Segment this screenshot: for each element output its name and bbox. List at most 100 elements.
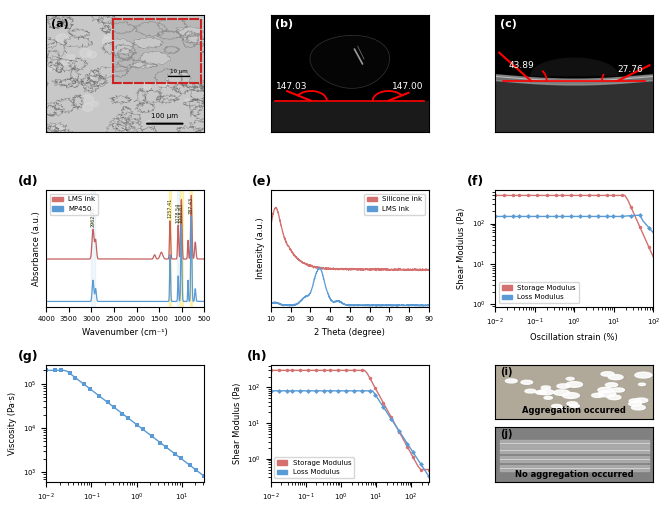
Text: 100 μm: 100 μm	[151, 113, 178, 119]
Text: Aggregation occurred: Aggregation occurred	[523, 406, 626, 415]
Circle shape	[599, 391, 616, 397]
Text: (c): (c)	[500, 19, 517, 29]
Y-axis label: Absorbance (a.u.): Absorbance (a.u.)	[32, 211, 41, 286]
Circle shape	[104, 33, 112, 39]
Circle shape	[566, 377, 574, 380]
Circle shape	[609, 375, 624, 380]
Circle shape	[567, 402, 578, 406]
Circle shape	[521, 380, 533, 384]
Circle shape	[102, 38, 112, 45]
Text: 1078.54: 1078.54	[176, 202, 181, 223]
Legend: Storage Modulus, Loss Modulus: Storage Modulus, Loss Modulus	[274, 457, 354, 478]
Circle shape	[636, 399, 649, 403]
Circle shape	[598, 391, 616, 397]
Circle shape	[544, 396, 552, 400]
Circle shape	[640, 383, 646, 386]
Text: (a): (a)	[51, 19, 69, 29]
Circle shape	[568, 402, 578, 406]
Circle shape	[629, 402, 642, 406]
Circle shape	[566, 382, 583, 387]
Text: 147.00: 147.00	[391, 82, 423, 91]
Circle shape	[88, 51, 96, 58]
Circle shape	[601, 372, 614, 376]
Text: 43.89: 43.89	[508, 61, 534, 69]
Circle shape	[180, 20, 185, 24]
Circle shape	[609, 395, 622, 400]
Polygon shape	[531, 58, 618, 76]
Bar	[271, 101, 429, 132]
Circle shape	[157, 34, 164, 40]
Circle shape	[552, 405, 562, 408]
Circle shape	[635, 398, 648, 403]
Text: 27.76: 27.76	[618, 65, 643, 74]
Bar	[180, 190, 183, 307]
Circle shape	[56, 34, 68, 43]
Circle shape	[185, 99, 189, 101]
Circle shape	[613, 388, 625, 392]
Circle shape	[53, 125, 63, 132]
Circle shape	[558, 407, 566, 410]
Text: (e): (e)	[251, 175, 272, 188]
Circle shape	[525, 389, 536, 393]
Circle shape	[82, 95, 93, 103]
Circle shape	[180, 60, 191, 67]
Circle shape	[557, 384, 570, 388]
Circle shape	[570, 404, 579, 408]
Circle shape	[607, 395, 621, 400]
Circle shape	[638, 383, 645, 385]
Circle shape	[82, 103, 93, 112]
Circle shape	[506, 379, 518, 383]
Circle shape	[630, 399, 642, 403]
Circle shape	[598, 387, 613, 392]
Circle shape	[554, 390, 570, 395]
Circle shape	[558, 384, 571, 388]
Text: 787.43: 787.43	[189, 197, 194, 214]
X-axis label: 2 Theta (degree): 2 Theta (degree)	[314, 328, 385, 337]
X-axis label: Wavenumber (cm⁻¹): Wavenumber (cm⁻¹)	[82, 328, 168, 337]
Circle shape	[562, 392, 579, 399]
Circle shape	[630, 402, 642, 406]
Circle shape	[544, 396, 553, 400]
Legend: Silicone ink, LMS ink: Silicone ink, LMS ink	[364, 194, 426, 214]
Circle shape	[122, 127, 125, 130]
Polygon shape	[310, 35, 389, 88]
Circle shape	[541, 386, 550, 389]
Circle shape	[602, 372, 615, 377]
Circle shape	[559, 407, 566, 410]
Text: 1257.41: 1257.41	[168, 198, 173, 219]
Bar	[169, 190, 172, 307]
Text: (f): (f)	[467, 175, 484, 188]
Bar	[91, 190, 95, 307]
Circle shape	[632, 405, 645, 410]
Circle shape	[160, 81, 169, 88]
X-axis label: Oscillation strain (%): Oscillation strain (%)	[531, 333, 618, 342]
Circle shape	[526, 389, 537, 393]
Legend: Storage Modulus, Loss Modulus: Storage Modulus, Loss Modulus	[499, 282, 579, 303]
Bar	[178, 190, 180, 307]
Circle shape	[635, 372, 652, 378]
Circle shape	[563, 393, 580, 399]
Circle shape	[48, 66, 55, 71]
Circle shape	[92, 101, 98, 106]
Circle shape	[629, 399, 642, 403]
Circle shape	[185, 61, 196, 68]
Circle shape	[636, 373, 653, 378]
Circle shape	[506, 379, 517, 383]
Text: (h): (h)	[247, 350, 268, 363]
Text: 2962.25: 2962.25	[90, 207, 96, 227]
Text: (i): (i)	[500, 367, 513, 377]
Circle shape	[591, 393, 604, 397]
Circle shape	[542, 386, 551, 389]
Text: (b): (b)	[275, 19, 294, 29]
Y-axis label: Viscosity (Pa·s): Viscosity (Pa·s)	[8, 392, 17, 455]
Circle shape	[612, 388, 624, 392]
Text: 147.03: 147.03	[277, 82, 308, 91]
Circle shape	[607, 383, 618, 387]
Circle shape	[599, 388, 614, 393]
Y-axis label: Shear Modulus (Pa): Shear Modulus (Pa)	[232, 383, 242, 464]
Circle shape	[554, 390, 570, 395]
Circle shape	[609, 375, 623, 380]
Circle shape	[522, 381, 533, 385]
Circle shape	[163, 34, 168, 38]
Text: No aggregation occurred: No aggregation occurred	[515, 470, 634, 479]
